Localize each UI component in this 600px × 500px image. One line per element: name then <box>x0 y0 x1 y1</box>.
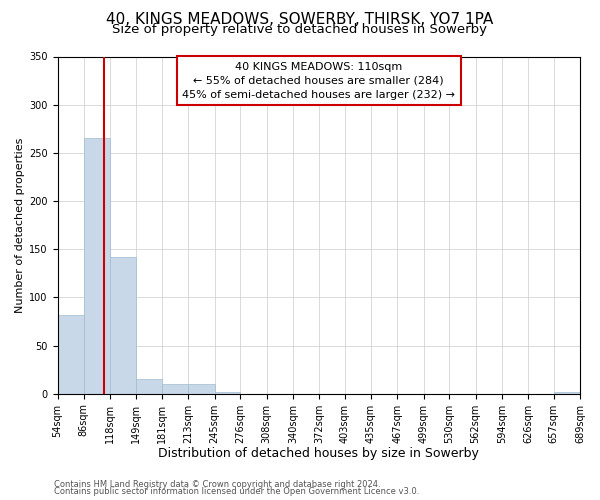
Text: 40, KINGS MEADOWS, SOWERBY, THIRSK, YO7 1PA: 40, KINGS MEADOWS, SOWERBY, THIRSK, YO7 … <box>106 12 494 28</box>
Y-axis label: Number of detached properties: Number of detached properties <box>15 138 25 313</box>
Bar <box>188 384 215 394</box>
Bar <box>110 257 136 394</box>
Bar <box>215 392 240 394</box>
X-axis label: Distribution of detached houses by size in Sowerby: Distribution of detached houses by size … <box>158 447 479 460</box>
Bar <box>58 314 84 394</box>
Bar <box>554 392 580 394</box>
Text: Contains HM Land Registry data © Crown copyright and database right 2024.: Contains HM Land Registry data © Crown c… <box>54 480 380 489</box>
Bar <box>84 138 110 394</box>
Text: Size of property relative to detached houses in Sowerby: Size of property relative to detached ho… <box>113 22 487 36</box>
Bar <box>136 380 162 394</box>
Text: 40 KINGS MEADOWS: 110sqm
← 55% of detached houses are smaller (284)
45% of semi-: 40 KINGS MEADOWS: 110sqm ← 55% of detach… <box>182 62 455 100</box>
Bar <box>162 384 188 394</box>
Text: Contains public sector information licensed under the Open Government Licence v3: Contains public sector information licen… <box>54 487 419 496</box>
